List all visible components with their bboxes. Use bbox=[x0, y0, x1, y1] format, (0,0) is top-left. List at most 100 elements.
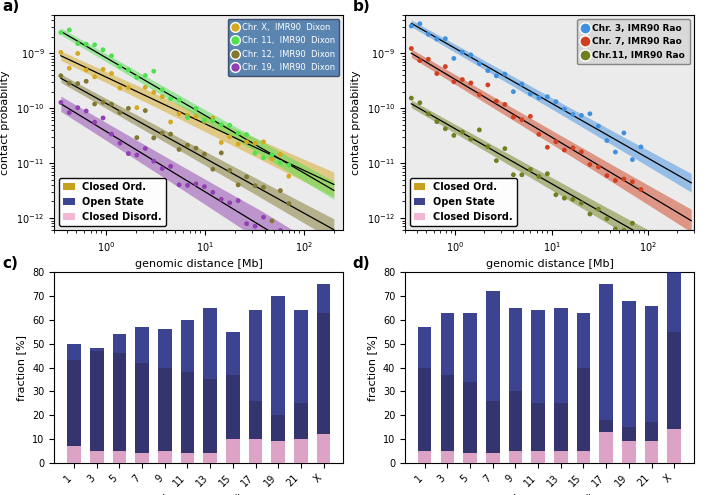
Point bbox=[609, 177, 621, 185]
Bar bbox=[158, 451, 171, 463]
X-axis label: genomic distance [Mb]: genomic distance [Mb] bbox=[486, 259, 613, 269]
Point bbox=[215, 121, 227, 129]
Point bbox=[465, 135, 476, 143]
Point bbox=[114, 62, 126, 70]
Bar bbox=[554, 451, 568, 463]
Point bbox=[106, 130, 117, 138]
Point bbox=[559, 194, 570, 202]
Point bbox=[635, 143, 646, 151]
Point bbox=[474, 91, 485, 99]
Bar bbox=[463, 313, 477, 463]
Point bbox=[448, 54, 460, 62]
Point bbox=[525, 112, 536, 120]
Point bbox=[448, 132, 460, 140]
Point bbox=[559, 146, 570, 154]
Point bbox=[174, 181, 185, 189]
Point bbox=[207, 189, 218, 197]
Point bbox=[174, 146, 185, 153]
Point bbox=[414, 99, 426, 107]
Text: c): c) bbox=[2, 256, 18, 271]
Point bbox=[593, 163, 604, 171]
Point bbox=[89, 118, 100, 126]
Point bbox=[165, 130, 176, 138]
Point bbox=[72, 50, 84, 57]
Point bbox=[567, 144, 578, 152]
Point bbox=[275, 150, 286, 158]
Point bbox=[72, 104, 84, 112]
Point bbox=[593, 122, 604, 130]
Bar bbox=[667, 272, 681, 463]
Point bbox=[593, 205, 604, 213]
Point bbox=[156, 129, 168, 137]
Point bbox=[567, 110, 578, 118]
Point bbox=[422, 110, 434, 118]
Point bbox=[165, 95, 176, 102]
Point bbox=[199, 183, 210, 191]
Bar bbox=[181, 453, 194, 463]
Point bbox=[431, 35, 442, 43]
Point bbox=[123, 104, 134, 112]
Bar bbox=[90, 451, 103, 463]
Point bbox=[482, 67, 494, 75]
Point bbox=[106, 69, 117, 77]
Point bbox=[232, 197, 244, 204]
Bar bbox=[418, 451, 432, 463]
Point bbox=[414, 56, 426, 64]
Point bbox=[499, 70, 510, 78]
Point bbox=[508, 88, 519, 96]
Point bbox=[181, 181, 193, 189]
Point bbox=[533, 94, 544, 102]
Point bbox=[165, 162, 176, 170]
Point bbox=[275, 187, 286, 195]
Point bbox=[508, 113, 519, 121]
Point bbox=[55, 29, 67, 37]
Point bbox=[516, 80, 528, 88]
X-axis label: chromosome #: chromosome # bbox=[507, 494, 592, 495]
Bar bbox=[113, 451, 127, 463]
Text: a): a) bbox=[2, 0, 20, 13]
Point bbox=[106, 52, 117, 60]
Point bbox=[465, 51, 476, 59]
Bar bbox=[249, 401, 262, 463]
Bar bbox=[226, 375, 239, 463]
Bar bbox=[203, 453, 217, 463]
Point bbox=[283, 172, 294, 180]
Point bbox=[224, 199, 236, 207]
Y-axis label: contact probability: contact probability bbox=[351, 70, 362, 175]
Bar bbox=[271, 442, 285, 463]
Point bbox=[266, 151, 278, 159]
Point bbox=[422, 55, 434, 63]
Bar bbox=[577, 367, 590, 463]
Bar bbox=[441, 313, 454, 463]
Point bbox=[123, 84, 134, 92]
Point bbox=[181, 113, 193, 121]
Point bbox=[89, 73, 100, 81]
Point bbox=[72, 40, 84, 48]
Point bbox=[165, 118, 176, 126]
Bar bbox=[418, 327, 432, 463]
Point bbox=[181, 141, 193, 149]
Point bbox=[283, 161, 294, 169]
Point bbox=[190, 104, 202, 112]
Bar bbox=[509, 451, 522, 463]
Y-axis label: fraction [%]: fraction [%] bbox=[17, 335, 27, 400]
Legend: Chr. 3, IMR90 Rao, Chr. 7, IMR90 Rao, Chr.11, IMR90 Rao: Chr. 3, IMR90 Rao, Chr. 7, IMR90 Rao, Ch… bbox=[577, 19, 690, 64]
Bar bbox=[577, 313, 590, 463]
Bar bbox=[226, 332, 239, 463]
Bar bbox=[554, 308, 568, 463]
Point bbox=[241, 173, 252, 181]
Point bbox=[257, 154, 269, 162]
Bar bbox=[135, 363, 149, 463]
Bar bbox=[645, 442, 658, 463]
Point bbox=[431, 118, 442, 126]
Point bbox=[215, 139, 227, 147]
Legend: Chr. X,  IMR90  Dixon, Chr. 11,  IMR90  Dixon, Chr. 12,  IMR90  Dixon, Chr. 19, : Chr. X, IMR90 Dixon, Chr. 11, IMR90 Dixo… bbox=[228, 19, 339, 76]
Y-axis label: fraction [%]: fraction [%] bbox=[367, 335, 377, 400]
Point bbox=[576, 111, 587, 119]
Point bbox=[550, 191, 562, 199]
Point bbox=[609, 148, 621, 156]
Point bbox=[542, 170, 553, 178]
Point bbox=[456, 48, 468, 56]
Point bbox=[241, 220, 252, 228]
Point bbox=[140, 83, 151, 91]
